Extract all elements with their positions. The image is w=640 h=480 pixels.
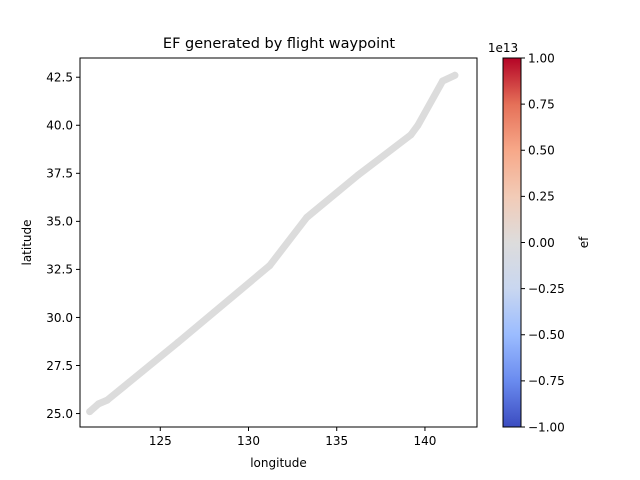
colorbar-tick-label: −0.25 (528, 282, 565, 296)
waypoint-point (303, 214, 311, 221)
waypoint-point (407, 131, 415, 139)
y-tick-label: 40.0 (46, 119, 73, 133)
x-axis-title: longitude (250, 456, 307, 470)
colorbar-ticks: 1.00 0.75 0.50 0.25 0.00 −0.25 −0.50 −0.75 −1.00 (521, 51, 565, 434)
waypoint-point (354, 171, 362, 179)
colorbar-tick-label: −1.00 (528, 420, 565, 434)
waypoint-point (86, 408, 94, 416)
colorbar-tick-label: −0.50 (528, 328, 565, 342)
colorbar-gradient (502, 57, 522, 428)
colorbar-tick-label: 0.00 (528, 236, 555, 250)
waypoint-point (174, 338, 182, 346)
colorbar-tick-label: 0.75 (528, 97, 555, 111)
y-tick-label: 25.0 (46, 407, 73, 421)
x-axis-ticks: 125 130 135 140 (149, 427, 436, 448)
y-tick-label: 32.5 (46, 263, 73, 277)
series-layer (86, 71, 459, 416)
y-tick-label: 27.5 (46, 359, 73, 373)
y-tick-label: 35.0 (46, 215, 73, 229)
x-tick-label: 130 (237, 434, 260, 448)
waypoint-point (266, 262, 274, 270)
colorbar-scale-label: 1e13 (488, 41, 518, 55)
y-tick-label: 42.5 (46, 71, 73, 85)
y-tick-label: 37.5 (46, 167, 73, 181)
x-tick-label: 140 (413, 434, 436, 448)
colorbar-tick-label: 0.25 (528, 190, 555, 204)
y-tick-label: 30.0 (46, 311, 73, 325)
colorbar: 1.00 0.75 0.50 0.25 0.00 −0.25 −0.50 −0.75 −1.00… (488, 41, 591, 434)
colorbar-tick-label: 1.00 (528, 51, 555, 65)
chart-title: EF generated by flight waypoint (163, 36, 395, 52)
waypoint-point (95, 400, 102, 408)
colorbar-title: ef (577, 236, 591, 248)
y-axis-ticks: 25.0 27.5 30.0 32.5 35.0 37.5 40.0 42.5 (46, 71, 80, 421)
waypoint-point (439, 77, 447, 85)
colorbar-tick-label: −0.75 (528, 374, 565, 388)
y-axis-title: latitude (20, 219, 34, 265)
x-tick-label: 125 (149, 434, 172, 448)
waypoint-point (414, 121, 422, 129)
waypoint-point (451, 71, 459, 79)
x-tick-label: 135 (325, 434, 348, 448)
plot-area: 125 130 135 140 25.0 27.5 30.0 32.5 35.0 37.5 40.… (46, 57, 478, 448)
waypoint-point (103, 396, 111, 404)
colorbar-tick-label: 0.50 (528, 144, 555, 158)
